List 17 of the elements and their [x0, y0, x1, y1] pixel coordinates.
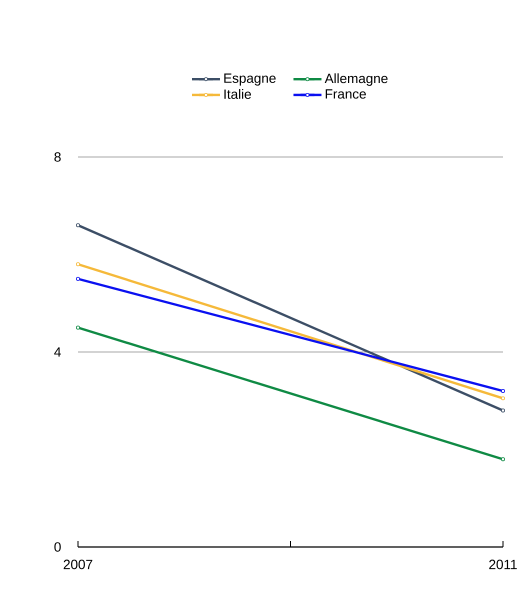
- point: [501, 396, 505, 400]
- y-tick-label: 0: [54, 542, 61, 552]
- legend-label: Italie: [224, 89, 251, 99]
- x-tick-label: 2011: [489, 560, 517, 570]
- point: [76, 276, 80, 281]
- point: [501, 457, 505, 462]
- legend-label: France: [326, 89, 366, 99]
- legend-label: Espagne: [224, 74, 276, 86]
- point: [501, 408, 505, 412]
- point: [501, 389, 505, 393]
- point: [76, 262, 80, 266]
- x-tick-label: 2007: [64, 560, 92, 570]
- point: [76, 326, 80, 330]
- point: [76, 223, 80, 228]
- y-tick-label: 4: [54, 347, 61, 357]
- y-tick-label: 8: [54, 152, 61, 162]
- legend-label: Allemagne: [324, 73, 388, 86]
